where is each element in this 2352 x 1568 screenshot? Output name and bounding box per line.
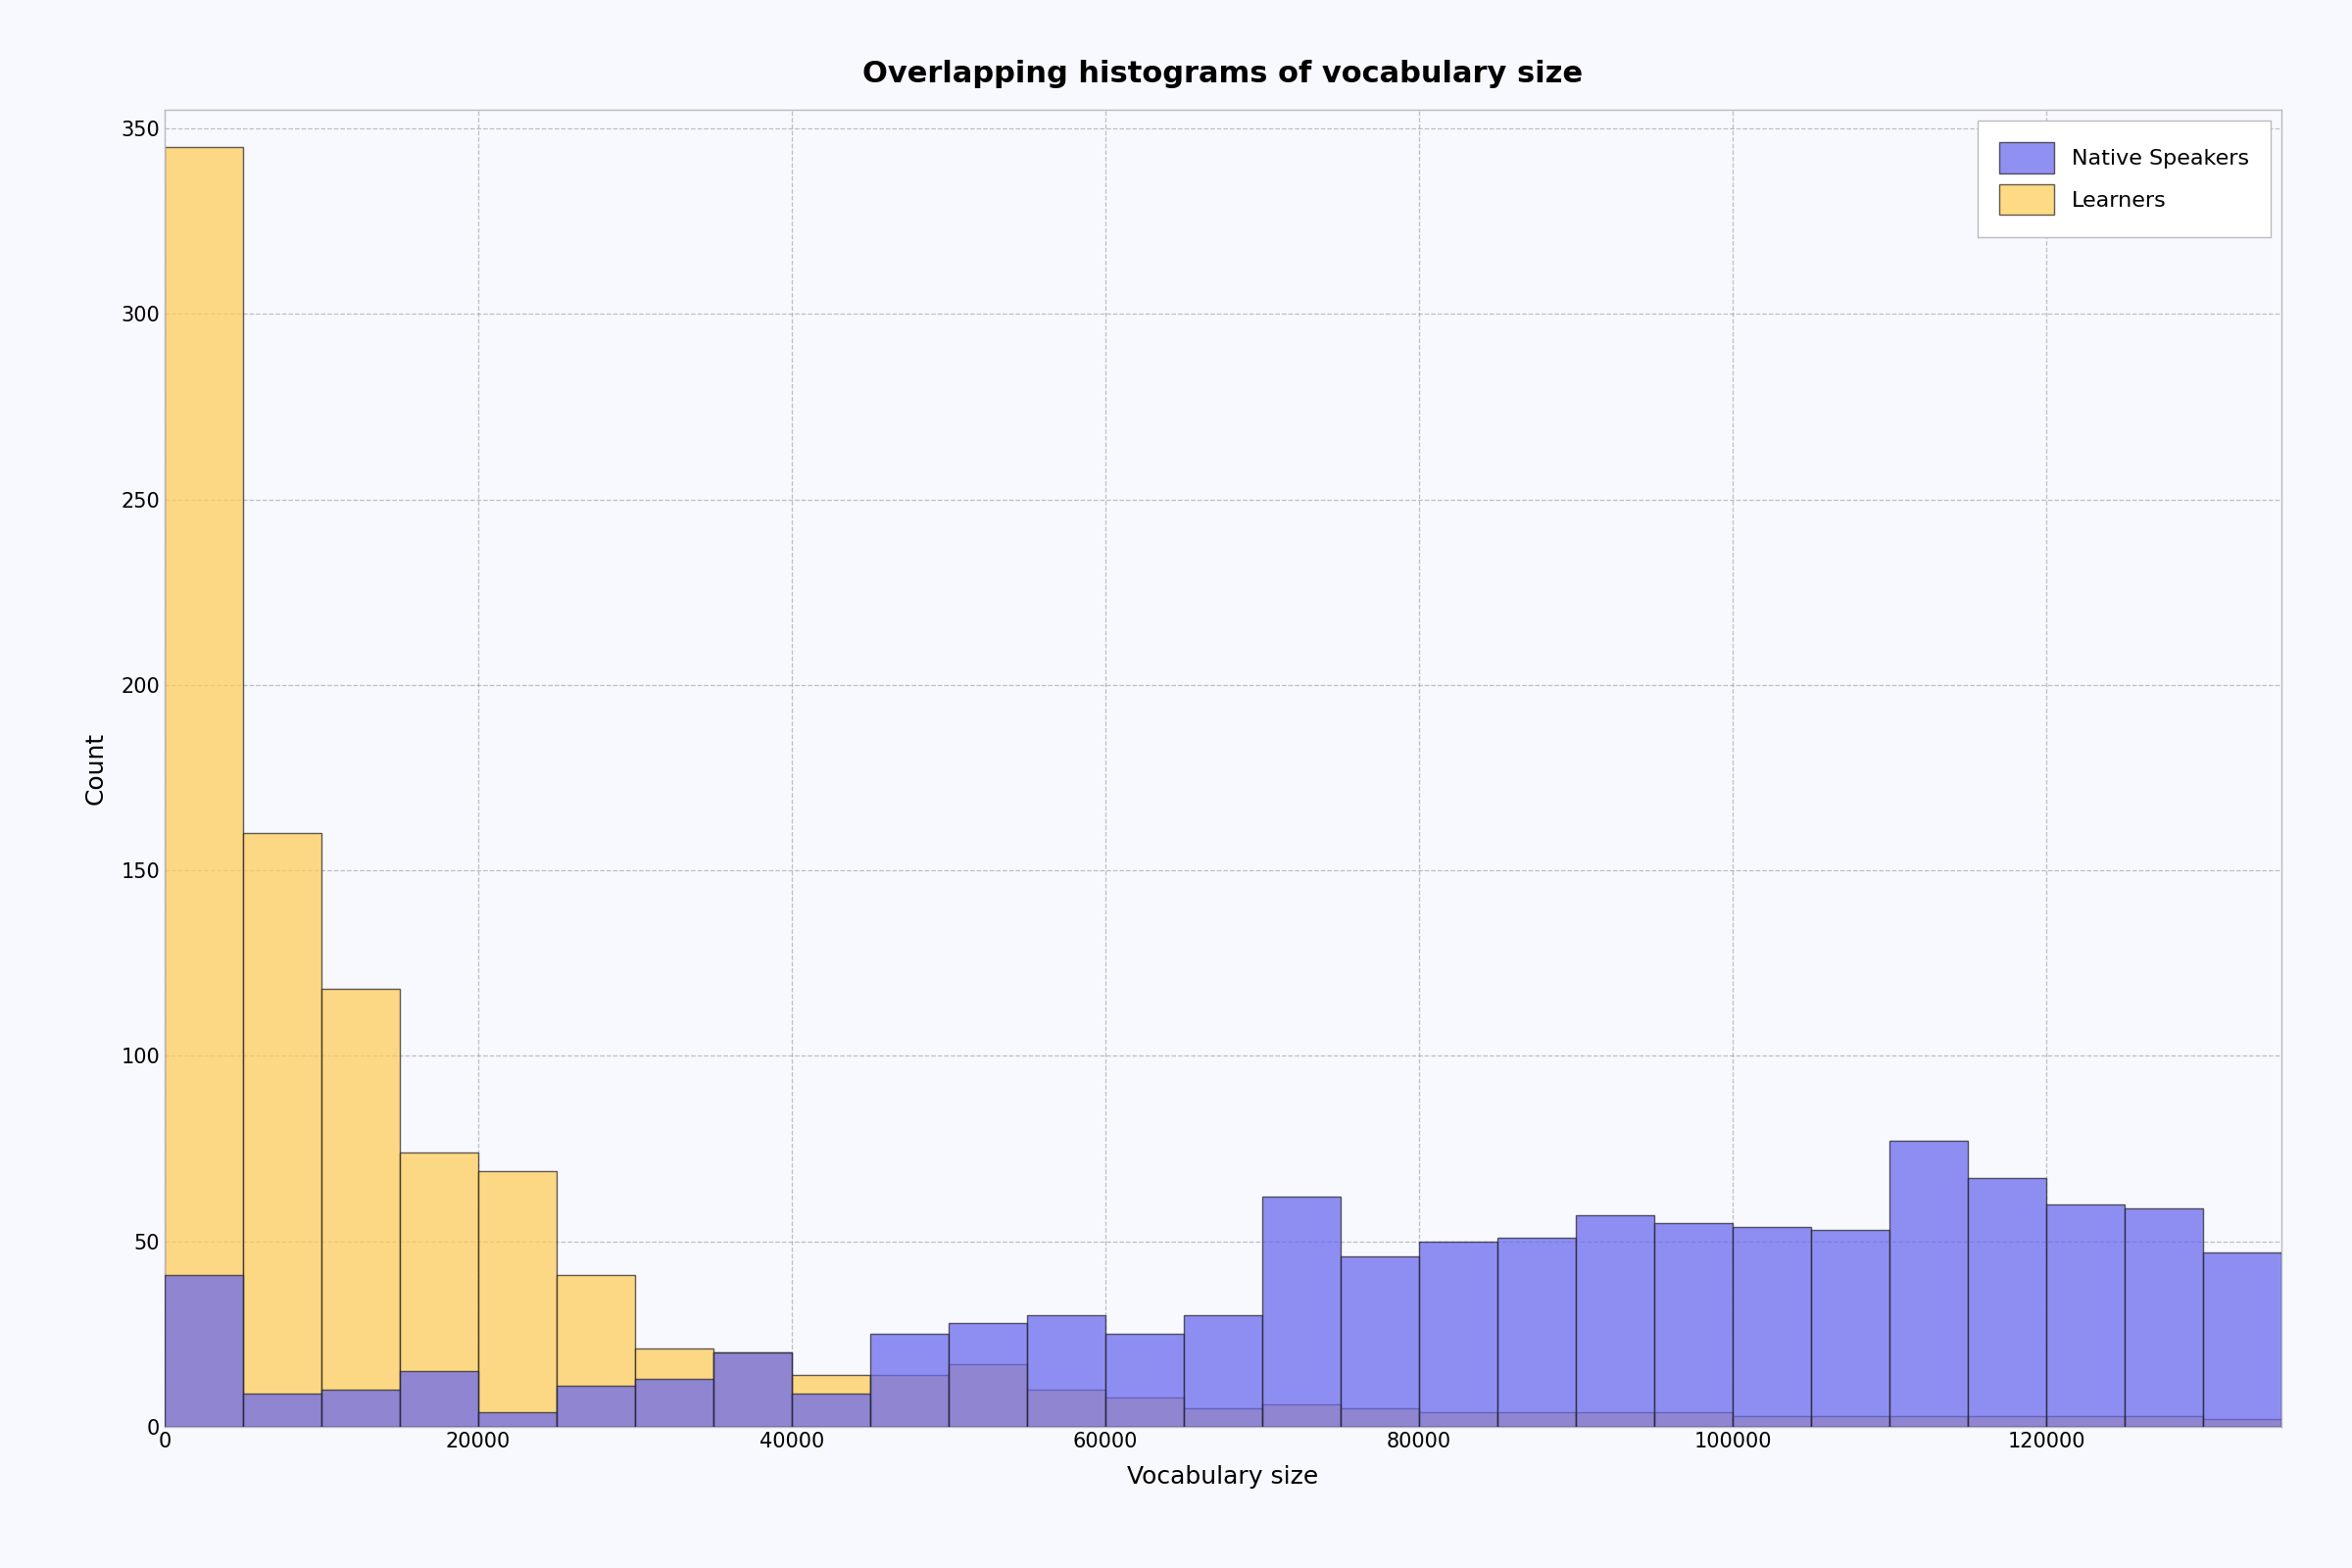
- Bar: [165, 1275, 242, 1427]
- Bar: [1811, 1231, 1889, 1427]
- Bar: [1653, 1223, 1733, 1427]
- Bar: [713, 1353, 793, 1427]
- Bar: [165, 147, 242, 1427]
- Bar: [477, 1171, 557, 1427]
- Bar: [1969, 1178, 2046, 1427]
- Bar: [557, 1386, 635, 1427]
- Bar: [1733, 1416, 1811, 1427]
- Bar: [870, 1375, 948, 1427]
- Bar: [1811, 1416, 1889, 1427]
- Bar: [242, 1394, 322, 1427]
- Bar: [1969, 1416, 2046, 1427]
- Bar: [1498, 1413, 1576, 1427]
- Bar: [1183, 1316, 1263, 1427]
- Bar: [1263, 1405, 1341, 1427]
- Bar: [713, 1353, 793, 1427]
- Bar: [322, 989, 400, 1427]
- Bar: [1263, 1196, 1341, 1427]
- X-axis label: Vocabulary size: Vocabulary size: [1127, 1465, 1319, 1488]
- Bar: [1418, 1242, 1498, 1427]
- Bar: [1889, 1142, 1969, 1427]
- Bar: [2204, 1419, 2281, 1427]
- Title: Overlapping histograms of vocabulary size: Overlapping histograms of vocabulary siz…: [863, 60, 1583, 88]
- Bar: [1653, 1413, 1733, 1427]
- Bar: [1028, 1316, 1105, 1427]
- Bar: [1028, 1389, 1105, 1427]
- Bar: [1576, 1215, 1653, 1427]
- Bar: [948, 1323, 1028, 1427]
- Bar: [1889, 1416, 1969, 1427]
- Bar: [400, 1372, 477, 1427]
- Bar: [477, 1413, 557, 1427]
- Bar: [793, 1375, 870, 1427]
- Bar: [1341, 1408, 1418, 1427]
- Bar: [2204, 1253, 2281, 1427]
- Bar: [1498, 1237, 1576, 1427]
- Bar: [635, 1378, 713, 1427]
- Bar: [1183, 1408, 1263, 1427]
- Bar: [635, 1348, 713, 1427]
- Y-axis label: Count: Count: [85, 732, 108, 804]
- Bar: [948, 1364, 1028, 1427]
- Bar: [1418, 1413, 1498, 1427]
- Bar: [1733, 1226, 1811, 1427]
- Bar: [1341, 1256, 1418, 1427]
- Bar: [1576, 1413, 1653, 1427]
- Bar: [1105, 1334, 1183, 1427]
- Bar: [322, 1389, 400, 1427]
- Bar: [793, 1394, 870, 1427]
- Legend: Native Speakers, Learners: Native Speakers, Learners: [1978, 121, 2270, 237]
- Bar: [2046, 1416, 2124, 1427]
- Bar: [2124, 1207, 2204, 1427]
- Bar: [557, 1275, 635, 1427]
- Bar: [2046, 1204, 2124, 1427]
- Bar: [870, 1334, 948, 1427]
- Bar: [242, 833, 322, 1427]
- Bar: [2124, 1416, 2204, 1427]
- Bar: [400, 1152, 477, 1427]
- Bar: [1105, 1397, 1183, 1427]
